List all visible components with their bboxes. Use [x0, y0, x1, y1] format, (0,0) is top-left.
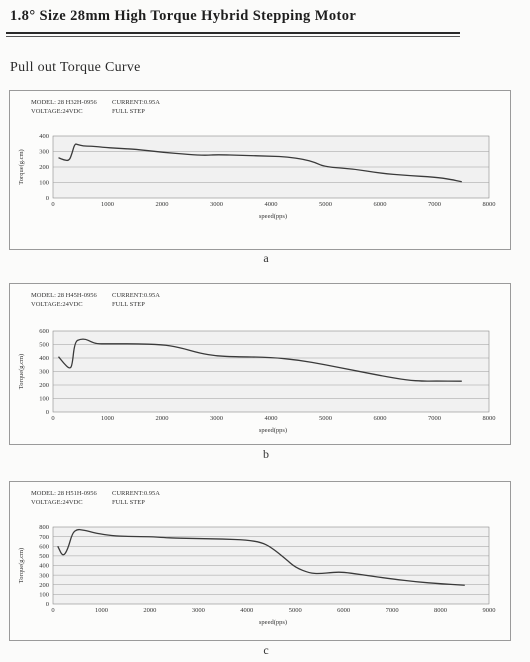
- chart-b-y-tick-label: 500: [39, 342, 49, 349]
- chart-c-y-tick-label: 400: [39, 563, 49, 570]
- chart-a-y-tick-label: 200: [39, 164, 49, 171]
- title-rule-thin: [6, 36, 460, 37]
- chart-b-voltage-label: VOLTAGE:24VDC: [31, 301, 83, 308]
- chart-c-current-label: CURRENT:0.95A: [112, 490, 160, 497]
- chart-caption-a: a: [263, 251, 269, 265]
- chart-a-voltage-label: VOLTAGE:24VDC: [31, 108, 83, 115]
- chart-c-x-tick-label: 4000: [240, 607, 253, 614]
- chart-c-torque-curve: [57, 528, 465, 586]
- chart-b-x-tick-label: 7000: [428, 415, 441, 422]
- chart-b-y-tick-label: 300: [39, 369, 49, 376]
- torque-chart-b: MODEL: 28 H45H-0956 CURRENT:0.95A VOLTAGE:…: [9, 283, 511, 445]
- chart-a-y-tick-label: 400: [39, 133, 49, 140]
- torque-chart-c: MODEL: 28 H51H-0956 CURRENT:0.95A VOLTAGE:…: [9, 481, 511, 641]
- chart-c-step-label: FULL STEP: [112, 499, 145, 506]
- chart-b-x-tick-label: 6000: [374, 415, 387, 422]
- chart-a-x-tick-label: 8000: [483, 201, 496, 208]
- chart-b-y-tick-label: 200: [39, 382, 49, 389]
- chart-a-x-axis-label: speed(pps): [259, 213, 287, 220]
- chart-a-y-tick-label: 300: [39, 149, 49, 156]
- chart-b-y-tick-label: 0: [46, 409, 49, 416]
- chart-c-x-tick-label: 7000: [386, 607, 399, 614]
- title-rule: [6, 32, 460, 34]
- chart-c-x-tick-label: 8000: [434, 607, 447, 614]
- chart-b-x-tick-label: 1000: [101, 415, 114, 422]
- chart-svg-a: MODEL: 28 H32H-0956 CURRENT:0.95A VOLTAGE:…: [18, 99, 496, 220]
- chart-a-x-tick-label: 7000: [428, 201, 441, 208]
- chart-a-y-tick-label: 100: [39, 180, 49, 187]
- chart-b-x-tick-label: 0: [51, 415, 54, 422]
- chart-a-x-tick-label: 1000: [101, 201, 114, 208]
- chart-c-y-tick-label: 800: [39, 524, 49, 531]
- chart-c-x-tick-label: 5000: [289, 607, 302, 614]
- chart-b-torque-curve: [57, 338, 462, 382]
- chart-b-x-tick-label: 5000: [319, 415, 332, 422]
- chart-c-x-tick-label: 2000: [143, 607, 156, 614]
- chart-b-x-tick-label: 3000: [210, 415, 223, 422]
- chart-c-y-tick-label: 300: [39, 572, 49, 579]
- chart-b-y-axis-label: Torque(g.cm): [18, 354, 25, 389]
- chart-c-voltage-label: VOLTAGE:24VDC: [31, 499, 83, 506]
- torque-chart-a: MODEL: 28 H32H-0956 CURRENT:0.95A VOLTAGE:…: [9, 90, 511, 250]
- chart-b-x-tick-label: 2000: [156, 415, 169, 422]
- chart-b-y-tick-label: 100: [39, 396, 49, 403]
- chart-a-x-tick-label: 0: [51, 201, 54, 208]
- section-title: Pull out Torque Curve: [10, 60, 141, 75]
- chart-a-x-tick-label: 4000: [265, 201, 278, 208]
- chart-a-model-label: MODEL: 28 H32H-0956: [31, 99, 97, 106]
- chart-b-y-tick-label: 400: [39, 355, 49, 362]
- chart-c-y-tick-label: 700: [39, 534, 49, 541]
- chart-a-x-tick-label: 6000: [374, 201, 387, 208]
- chart-caption-b: b: [263, 447, 269, 461]
- chart-b-model-label: MODEL: 28 H45H-0956: [31, 292, 97, 299]
- chart-a-x-tick-label: 3000: [210, 201, 223, 208]
- chart-a-x-tick-label: 2000: [156, 201, 169, 208]
- chart-a-torque-curve: [58, 143, 462, 183]
- chart-c-y-tick-label: 500: [39, 553, 49, 560]
- chart-c-y-tick-label: 100: [39, 592, 49, 599]
- chart-svg-c: MODEL: 28 H51H-0956 CURRENT:0.95A VOLTAGE:…: [18, 490, 496, 626]
- chart-b-x-axis-label: speed(pps): [259, 427, 287, 434]
- chart-c-x-tick-label: 1000: [95, 607, 108, 614]
- chart-c-x-tick-label: 0: [51, 607, 54, 614]
- chart-b-current-label: CURRENT:0.95A: [112, 292, 160, 299]
- chart-a-y-tick-label: 0: [46, 195, 49, 202]
- chart-c-x-axis-label: speed(pps): [259, 619, 287, 626]
- chart-a-x-tick-label: 5000: [319, 201, 332, 208]
- chart-b-step-label: FULL STEP: [112, 301, 145, 308]
- chart-b-y-tick-label: 600: [39, 328, 49, 335]
- chart-a-current-label: CURRENT:0.95A: [112, 99, 160, 106]
- chart-b-x-tick-label: 8000: [483, 415, 496, 422]
- page-title: 1.8° Size 28mm High Torque Hybrid Steppi…: [10, 8, 357, 24]
- chart-c-y-tick-label: 200: [39, 582, 49, 589]
- chart-c-x-tick-label: 6000: [337, 607, 350, 614]
- chart-c-model-label: MODEL: 28 H51H-0956: [31, 490, 97, 497]
- chart-c-y-tick-label: 0: [46, 601, 49, 608]
- chart-svg-b: MODEL: 28 H45H-0956 CURRENT:0.95A VOLTAGE:…: [18, 292, 496, 434]
- chart-c-x-tick-label: 9000: [483, 607, 496, 614]
- chart-a-step-label: FULL STEP: [112, 108, 145, 115]
- chart-caption-c: c: [263, 643, 269, 657]
- chart-c-x-tick-label: 3000: [192, 607, 205, 614]
- chart-a-y-axis-label: Torque(g.cm): [18, 149, 25, 184]
- chart-b-x-tick-label: 4000: [265, 415, 278, 422]
- chart-c-y-tick-label: 600: [39, 543, 49, 550]
- chart-c-y-axis-label: Torque(g.cm): [18, 548, 25, 583]
